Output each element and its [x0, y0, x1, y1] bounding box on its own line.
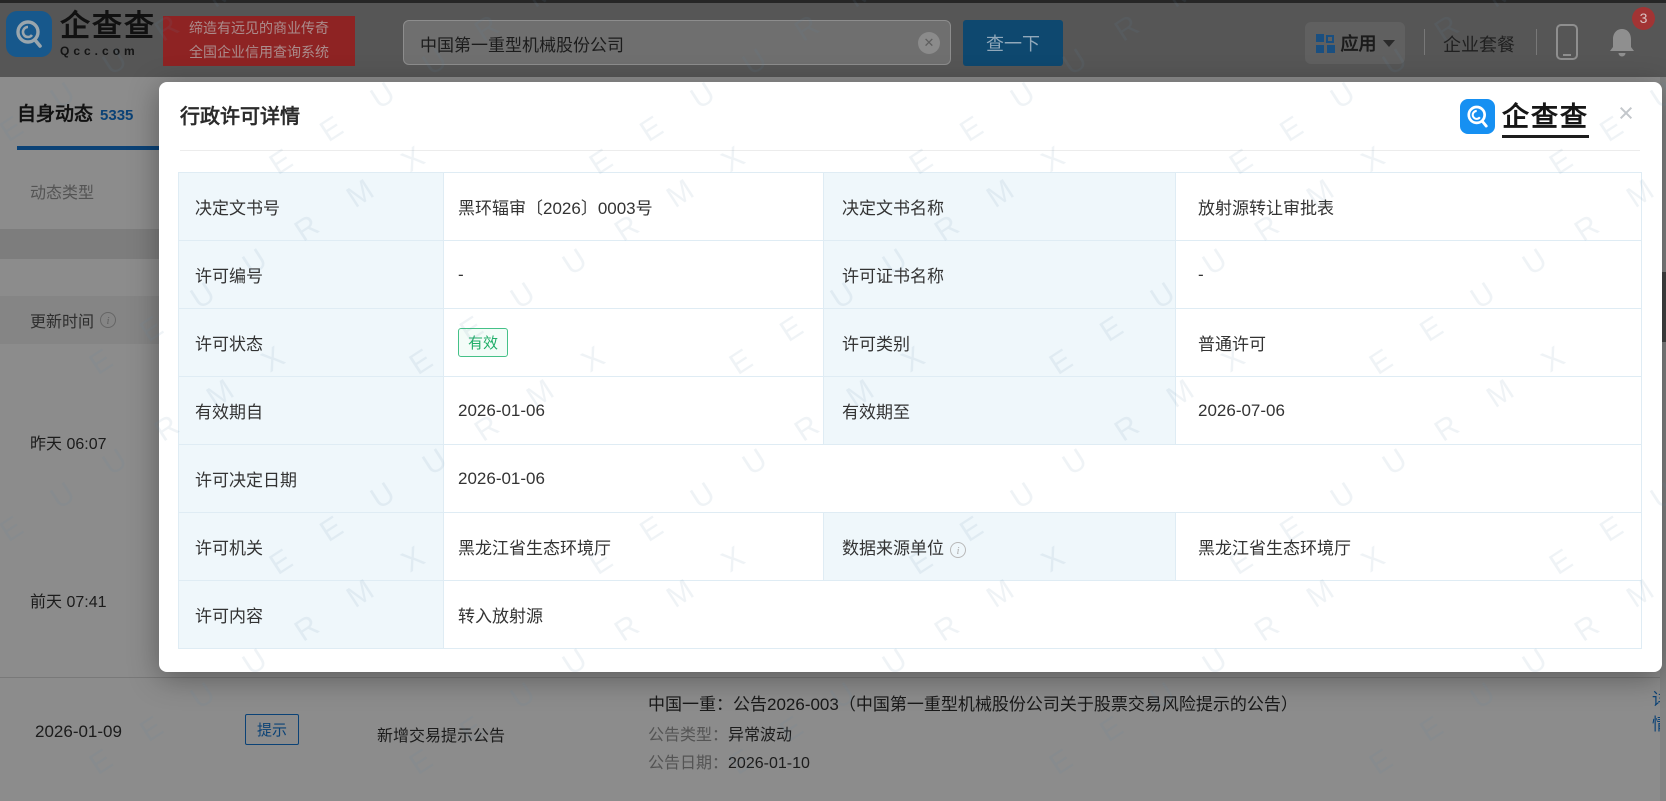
slogan-banner: 缔造有远见的商业传奇 全国企业信用查询系统: [163, 16, 355, 66]
enterprise-package-link[interactable]: 企业套餐: [1443, 35, 1515, 55]
list-item-date: 昨天 06:07: [30, 436, 107, 453]
announcement-date-line: 公告日期：2026-01-10: [648, 749, 810, 773]
field-value: 普通许可: [1175, 308, 1642, 377]
field-value: 有效: [443, 308, 824, 377]
table-row: 许可内容 转入放射源: [178, 580, 1642, 649]
tab-self-dynamics[interactable]: 自身动态 5335: [17, 99, 133, 126]
table-row: 许可决定日期 2026-01-06: [178, 444, 1642, 513]
scrollbar-thumb[interactable]: [1660, 272, 1666, 342]
license-detail-table: 决定文书号 黑环辐审〔2026〕0003号 决定文书名称 放射源转让审批表 许可…: [178, 172, 1642, 649]
qcc-logo-icon: [6, 11, 52, 57]
field-label: 有效期至: [823, 376, 1176, 445]
field-value: -: [1175, 240, 1642, 309]
announcement-title: 中国一重：公告2026-003（中国第一重型机械股份公司关于股票交易风险提示的公…: [648, 695, 1298, 714]
search-clear-icon[interactable]: ✕: [918, 32, 940, 54]
filter-dynamic-type[interactable]: 动态类型: [30, 185, 95, 202]
field-value: 放射源转让审批表: [1175, 172, 1642, 241]
field-label: 许可内容: [178, 580, 444, 649]
field-label: 许可决定日期: [178, 444, 444, 513]
search-button[interactable]: 查一下: [963, 20, 1063, 66]
apps-label: 应用: [1340, 34, 1377, 54]
active-tab-underline: [17, 146, 159, 150]
modal-qcc-logo: 企查查: [1460, 95, 1589, 138]
header-divider: [1536, 29, 1537, 55]
field-label: 许可机关: [178, 512, 444, 581]
field-label: 许可编号: [178, 240, 444, 309]
field-label: 数据来源单位 i: [823, 512, 1176, 581]
info-icon[interactable]: i: [950, 542, 966, 558]
field-value: 2026-01-06: [443, 444, 1642, 513]
update-time-header: 更新时间: [30, 314, 95, 331]
close-icon[interactable]: ×: [1618, 98, 1634, 128]
search-box: ✕: [403, 20, 951, 65]
announcement-date: 2026-01-09: [35, 722, 122, 741]
announcement-date-value: 2026-01-10: [728, 755, 810, 772]
announcement-date-label: 公告日期：: [648, 755, 729, 772]
status-badge: 有效: [458, 328, 509, 357]
apps-grid-icon: [1315, 33, 1335, 53]
license-detail-modal: 行政许可详情 企查查 × 决定文书号 黑环辐审〔2026〕0003号 决定文书名…: [159, 82, 1662, 672]
announcement-type-value: 异常波动: [728, 727, 793, 744]
tab-count: 5335: [100, 107, 134, 124]
modal-qcc-logo-icon: [1460, 99, 1495, 134]
modal-title-divider: [180, 150, 1640, 151]
table-row: 许可机关 黑龙江省生态环境厅 数据来源单位 i 黑龙江省生态环境厅: [178, 512, 1642, 581]
qcc-logo-text: 企查查 Qcc.com: [60, 9, 156, 58]
announcement-type-label: 公告类型：: [648, 727, 729, 744]
table-row: 许可编号 - 许可证书名称 -: [178, 240, 1642, 309]
header-divider: [1424, 29, 1425, 55]
mobile-app-icon[interactable]: [1556, 24, 1578, 60]
field-value: -: [443, 240, 824, 309]
field-label: 许可证书名称: [823, 240, 1176, 309]
field-value: 黑龙江省生态环境厅: [1175, 512, 1642, 581]
list-item-date: 前天 07:41: [30, 594, 107, 611]
qcc-logo[interactable]: 企查查 Qcc.com: [6, 11, 156, 57]
table-row: 决定文书号 黑环辐审〔2026〕0003号 决定文书名称 放射源转让审批表: [178, 172, 1642, 241]
notification-badge: 3: [1632, 7, 1655, 30]
modal-title: 行政许可详情: [180, 106, 300, 128]
field-value: 2026-01-06: [443, 376, 824, 445]
field-value: 2026-07-06: [1175, 376, 1642, 445]
table-row: 有效期自 2026-01-06 有效期至 2026-07-06: [178, 376, 1642, 445]
field-value: 转入放射源: [443, 580, 1642, 649]
site-header: 企查查 Qcc.com 缔造有远见的商业传奇 全国企业信用查询系统 ✕ 查一下 …: [0, 0, 1666, 77]
caret-down-icon: [1382, 39, 1395, 47]
tip-badge: 提示: [245, 714, 300, 745]
field-label: 决定文书号: [178, 172, 444, 241]
field-label: 有效期自: [178, 376, 444, 445]
announcement-type-line: 公告类型：异常波动: [648, 721, 792, 745]
table-row: 许可状态 有效 许可类别 普通许可: [178, 308, 1642, 377]
field-label: 许可类别: [823, 308, 1176, 377]
bell-icon[interactable]: [1606, 25, 1638, 64]
info-icon[interactable]: i: [100, 312, 117, 328]
field-label-text: 数据来源单位: [842, 539, 944, 558]
search-input[interactable]: [418, 24, 902, 62]
row-divider: [0, 677, 1666, 678]
slogan-line2: 全国企业信用查询系统: [189, 44, 329, 60]
slogan-line1: 缔造有远见的商业传奇: [189, 20, 329, 36]
tab-label: 自身动态: [17, 104, 94, 125]
field-value: 黑环辐审〔2026〕0003号: [443, 172, 824, 241]
field-value: 黑龙江省生态环境厅: [443, 512, 824, 581]
scrollbar-track[interactable]: [1660, 77, 1666, 801]
announcement-event: 新增交易提示公告: [377, 728, 506, 745]
field-label: 决定文书名称: [823, 172, 1176, 241]
apps-menu[interactable]: 应用: [1305, 22, 1405, 64]
modal-qcc-logo-text: 企查查: [1502, 95, 1589, 138]
field-label: 许可状态: [178, 308, 444, 377]
